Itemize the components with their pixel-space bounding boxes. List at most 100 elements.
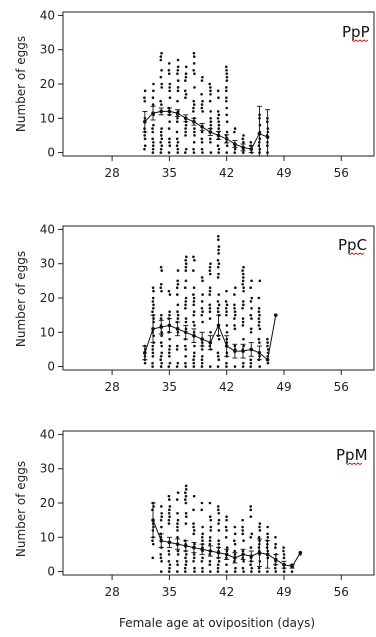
data-point [225,144,229,148]
data-point [209,262,212,266]
data-point [209,123,213,127]
data-point [176,535,179,539]
data-point [168,566,171,570]
data-point [200,92,203,96]
data-point [200,276,204,279]
mean-point [290,564,294,569]
data-point [193,570,196,573]
data-point [208,317,212,320]
data-point [176,99,179,103]
data-point [208,272,212,276]
data-point [216,300,220,303]
data-point [152,303,155,307]
data-point [209,330,212,334]
data-point [217,262,221,266]
data-point [200,300,204,303]
data-point [168,82,172,86]
data-point [192,525,195,529]
data-point [192,300,196,303]
data-point [216,110,220,113]
data-point [217,120,220,124]
data-point [266,348,270,351]
data-point [200,365,204,368]
data-point [159,505,163,508]
data-point [224,525,228,529]
data-point [175,365,179,368]
data-point [200,361,204,365]
data-point [208,306,212,310]
data-point [160,351,164,355]
mean-point [183,116,188,121]
mean-point [208,340,213,345]
mean-point [167,323,172,328]
data-point [176,549,180,553]
data-point [176,147,180,151]
data-point [176,282,180,286]
mean-point [282,562,286,567]
mean-point [151,111,155,115]
data-point [193,351,196,355]
data-point [176,65,180,69]
data-point [168,337,171,341]
data-point [225,563,228,567]
data-point [184,134,187,137]
x-tick-label: 35 [162,380,177,394]
data-point [234,566,237,570]
data-point [168,515,171,519]
mean-point [224,552,229,557]
data-point [249,535,253,539]
data-point [192,354,196,358]
data-point [282,549,285,553]
mean-point [224,344,229,348]
data-point [216,505,220,508]
data-point [167,498,171,501]
data-point [241,324,245,327]
data-point [249,313,253,317]
data-point [184,354,187,358]
data-point [160,269,164,272]
mean-point [167,540,172,545]
data-point [217,113,221,117]
data-point [208,559,212,563]
data-point [176,116,179,120]
data-point [216,566,220,570]
data-point [168,344,172,348]
mean-point [192,545,196,550]
data-point [241,300,245,303]
data-point [233,313,237,317]
data-point [192,358,195,362]
data-point [242,570,245,573]
data-point [209,525,213,529]
data-point [208,365,212,368]
data-point [184,147,188,151]
data-point [249,140,253,144]
data-point [242,559,245,563]
data-point [160,511,163,515]
data-point [152,82,155,86]
mean-point [249,554,254,558]
data-point [224,535,228,539]
data-point [224,300,228,303]
data-point [233,127,237,130]
y-axis-label: Number of eggs [14,461,28,557]
data-point [242,286,245,290]
data-point [225,120,229,124]
data-point [233,549,237,553]
data-point [192,103,196,106]
data-point [274,570,278,573]
data-point [225,75,229,79]
data-point [201,293,204,296]
panel-ppp: Number of eggs PpP 0 10 20 30 40 28 35 42 49 56 [14,8,375,180]
mean-point [233,142,237,146]
data-point [208,303,212,307]
data-point [208,286,212,290]
x-tick-label: 35 [162,166,177,180]
data-point [143,144,147,148]
data-point [151,556,155,560]
mean-point [151,327,155,331]
x-axis-label: Female age at oviposition (days) [119,616,315,630]
data-point [167,511,171,515]
data-point [184,72,188,76]
data-point [184,130,187,134]
data-point [233,310,237,314]
